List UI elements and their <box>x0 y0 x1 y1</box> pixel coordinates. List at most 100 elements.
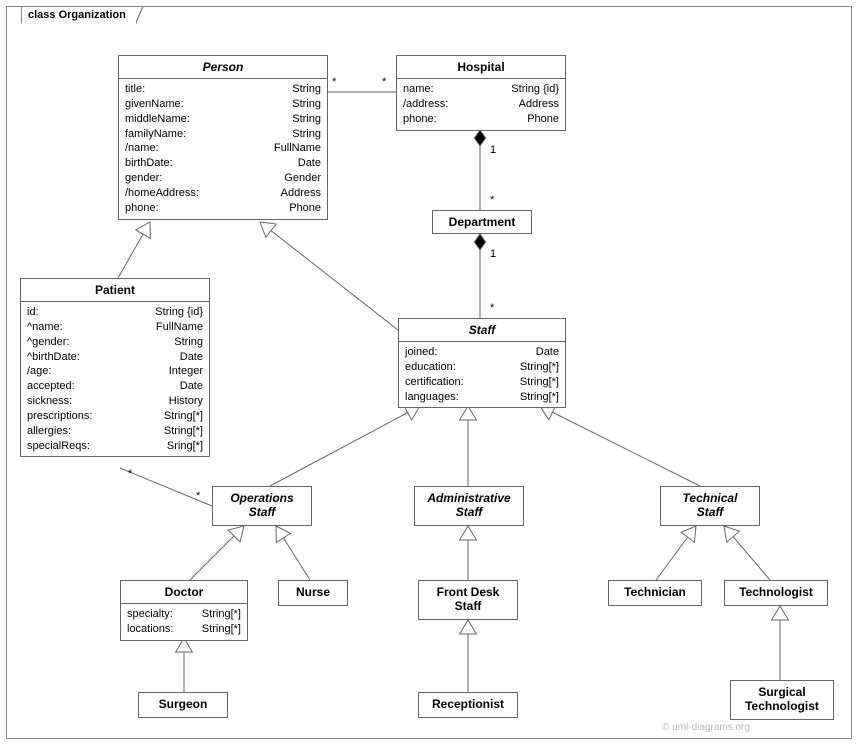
attr-row: languages: String[*] <box>405 390 559 405</box>
attr-name: middleName: <box>125 112 200 127</box>
class-title: Front DeskStaff <box>419 581 517 617</box>
class-ops_staff: OperationsStaff <box>212 486 312 526</box>
attr-type: String <box>292 127 321 142</box>
attr-name: /address: <box>403 97 458 112</box>
class-title: Staff <box>399 319 565 341</box>
attr-type: String[*] <box>202 622 241 637</box>
attr-row: ^name: FullName <box>27 320 203 335</box>
attr-name: gender: <box>125 171 172 186</box>
attr-type: String <box>292 82 321 97</box>
class-person: Person title: String givenName: String middle… <box>118 55 328 220</box>
class-attributes: specialty:String[*]locations: String[*] <box>121 603 247 640</box>
class-title: Surgeon <box>139 693 227 715</box>
class-admin_staff: AdministrativeStaff <box>414 486 524 526</box>
attr-row: specialReqs:Sring[*] <box>27 439 203 454</box>
attr-type: FullName <box>274 141 321 156</box>
multiplicity-label: 1 <box>490 144 496 156</box>
multiplicity-label: * <box>490 302 494 314</box>
attr-type: Integer <box>169 364 203 379</box>
class-attributes: title: String givenName: String middleName: S… <box>119 78 327 219</box>
attr-row: ^birthDate: Date <box>27 350 203 365</box>
attr-row: /age: Integer <box>27 364 203 379</box>
multiplicity-label: * <box>490 194 494 206</box>
class-title: AdministrativeStaff <box>415 487 523 523</box>
attr-name: languages: <box>405 390 469 405</box>
attr-name: title: <box>125 82 155 97</box>
attr-type: Address <box>281 186 321 201</box>
attr-name: /homeAddress: <box>125 186 209 201</box>
class-technologist: Technologist <box>724 580 828 606</box>
attr-name: phone: <box>125 201 169 216</box>
attr-row: /name: FullName <box>125 141 321 156</box>
attr-row: allergies:String[*] <box>27 424 203 439</box>
attr-type: String <box>292 97 321 112</box>
attr-type: Phone <box>527 112 559 127</box>
attr-name: familyName: <box>125 127 196 142</box>
class-hospital: Hospitalname:String {id}/address:Address… <box>396 55 566 131</box>
attr-name: /name: <box>125 141 169 156</box>
class-staff: Staffjoined:Dateeducation:String[*]certi… <box>398 318 566 408</box>
class-title: Hospital <box>397 56 565 78</box>
class-title: Technician <box>609 581 701 603</box>
attr-row: sickness:History <box>27 394 203 409</box>
attr-type: Date <box>298 156 321 171</box>
watermark: © uml-diagrams.org <box>662 722 750 733</box>
attr-name: certification: <box>405 375 474 390</box>
attr-name: ^birthDate: <box>27 350 90 365</box>
attr-type: String {id} <box>511 82 559 97</box>
frame-label: class Organization <box>21 6 137 24</box>
attr-type: Address <box>519 97 559 112</box>
attr-row: specialty:String[*] <box>127 607 241 622</box>
attr-name: education: <box>405 360 466 375</box>
attr-row: prescriptions:String[*] <box>27 409 203 424</box>
attr-type: Date <box>180 379 203 394</box>
multiplicity-label: 1 <box>490 248 496 260</box>
attr-type: Phone <box>289 201 321 216</box>
multiplicity-label: * <box>196 490 200 502</box>
attr-row: /homeAddress: Address <box>125 186 321 201</box>
attr-name: /age: <box>27 364 61 379</box>
attr-type: FullName <box>156 320 203 335</box>
class-title: Patient <box>21 279 209 301</box>
attr-row: locations: String[*] <box>127 622 241 637</box>
class-title: Receptionist <box>419 693 517 715</box>
attr-row: accepted: Date <box>27 379 203 394</box>
attr-type: Date <box>536 345 559 360</box>
multiplicity-label: * <box>382 76 386 88</box>
attr-row: certification:String[*] <box>405 375 559 390</box>
class-front_desk: Front DeskStaff <box>418 580 518 620</box>
attr-name: locations: <box>127 622 183 637</box>
attr-row: /address: Address <box>403 97 559 112</box>
class-tech_staff: TechnicalStaff <box>660 486 760 526</box>
attr-type: String {id} <box>155 305 203 320</box>
class-nurse: Nurse <box>278 580 348 606</box>
class-receptionist: Receptionist <box>418 692 518 718</box>
class-title: SurgicalTechnologist <box>731 681 833 717</box>
attr-type: String <box>174 335 203 350</box>
class-attributes: id:String {id}^name:FullName^gender:Stri… <box>21 301 209 456</box>
attr-type: Date <box>180 350 203 365</box>
attr-type: String[*] <box>520 360 559 375</box>
attr-name: ^name: <box>27 320 73 335</box>
attr-name: accepted: <box>27 379 85 394</box>
attr-name: phone: <box>403 112 447 127</box>
attr-row: phone: Phone <box>403 112 559 127</box>
attr-name: allergies: <box>27 424 81 439</box>
class-department: Department <box>432 210 532 234</box>
attr-type: String[*] <box>520 390 559 405</box>
class-title: OperationsStaff <box>213 487 311 523</box>
class-attributes: name:String {id}/address:Addressphone:Ph… <box>397 78 565 130</box>
attr-row: joined:Date <box>405 345 559 360</box>
attr-row: phone: Phone <box>125 201 321 216</box>
class-surg_tech: SurgicalTechnologist <box>730 680 834 720</box>
attr-row: education: String[*] <box>405 360 559 375</box>
class-title: Person <box>119 56 327 78</box>
class-title: TechnicalStaff <box>661 487 759 523</box>
attr-name: sickness: <box>27 394 82 409</box>
attr-name: givenName: <box>125 97 194 112</box>
attr-type: Gender <box>284 171 321 186</box>
class-title: Nurse <box>279 581 347 603</box>
class-surgeon: Surgeon <box>138 692 228 718</box>
attr-row: title: String <box>125 82 321 97</box>
attr-name: specialReqs: <box>27 439 100 454</box>
